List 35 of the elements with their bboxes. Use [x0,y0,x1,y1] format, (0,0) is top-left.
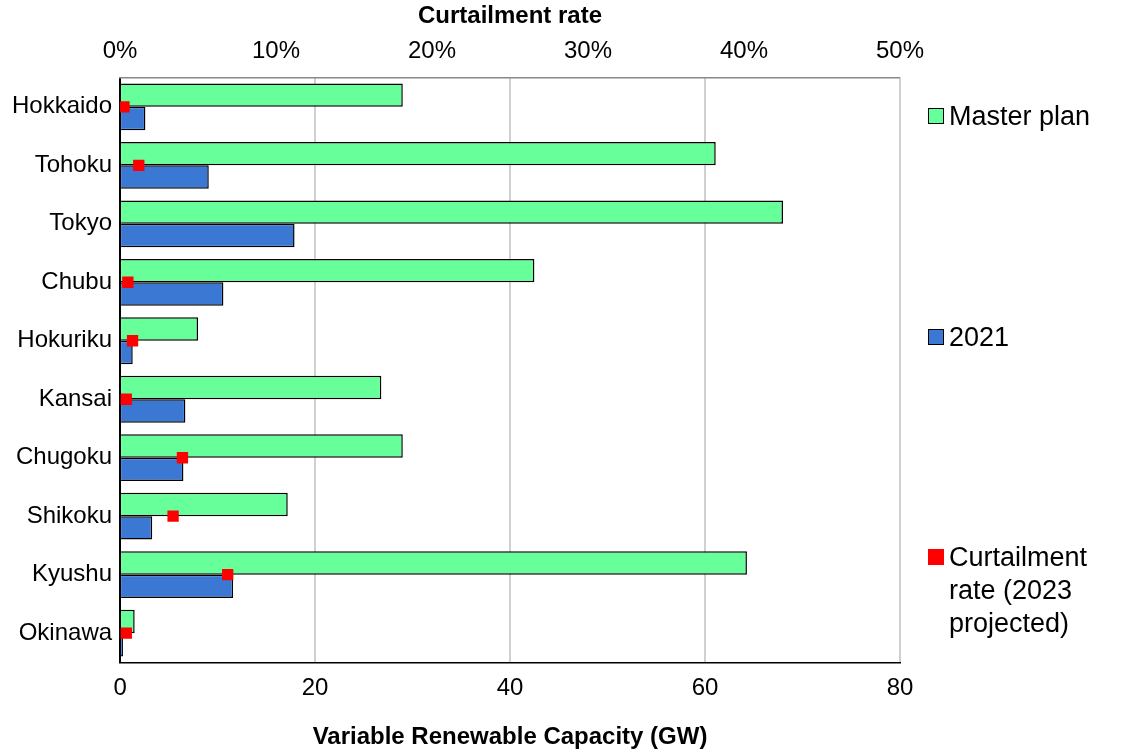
x-axis-title: Variable Renewable Capacity (GW) [312,722,708,750]
x2-tick-label: 50% [875,35,925,63]
legend-label: Master plan [949,100,1091,133]
point [126,335,139,347]
point [120,627,132,639]
legend-label: 2021 [949,320,1010,354]
x-tick-label: 80 [886,673,914,701]
x2-axis-title: Curtailment rate [418,1,603,29]
x-tick-label: 0 [113,673,127,701]
x-tick-label: 40 [496,673,524,701]
point [133,159,145,171]
x2-tick-label: 0% [102,35,138,63]
point [120,101,130,113]
x2-tick-label: 10% [252,35,301,63]
point [122,276,134,288]
y-tick-label: Tokyo [49,208,113,236]
point [120,393,132,405]
y-tick-label: Okinawa [18,617,113,645]
y-tick-label: Kansai [38,383,113,411]
y-tick-label: Chugoku [15,442,113,470]
y-tick-label: Shikoku [26,500,113,528]
y-tick-label: Hokuriku [17,325,113,353]
point [222,569,234,581]
x2-tick-label: 20% [408,35,457,63]
legend-label: Curtailment rate (2023 projected) [949,541,1089,640]
y-tick-label: Chubu [41,266,113,294]
y-tick-label: Kyushu [31,559,113,587]
x-tick-label: 60 [691,673,719,701]
y-tick-label: Tohoku [34,149,113,177]
x-tick-label: 20 [301,673,329,701]
x2-tick-label: 30% [563,35,613,63]
point [176,452,189,464]
point [167,510,179,522]
y-tick-label: Hokkaido [11,91,113,119]
x2-tick-label: 40% [719,35,769,63]
